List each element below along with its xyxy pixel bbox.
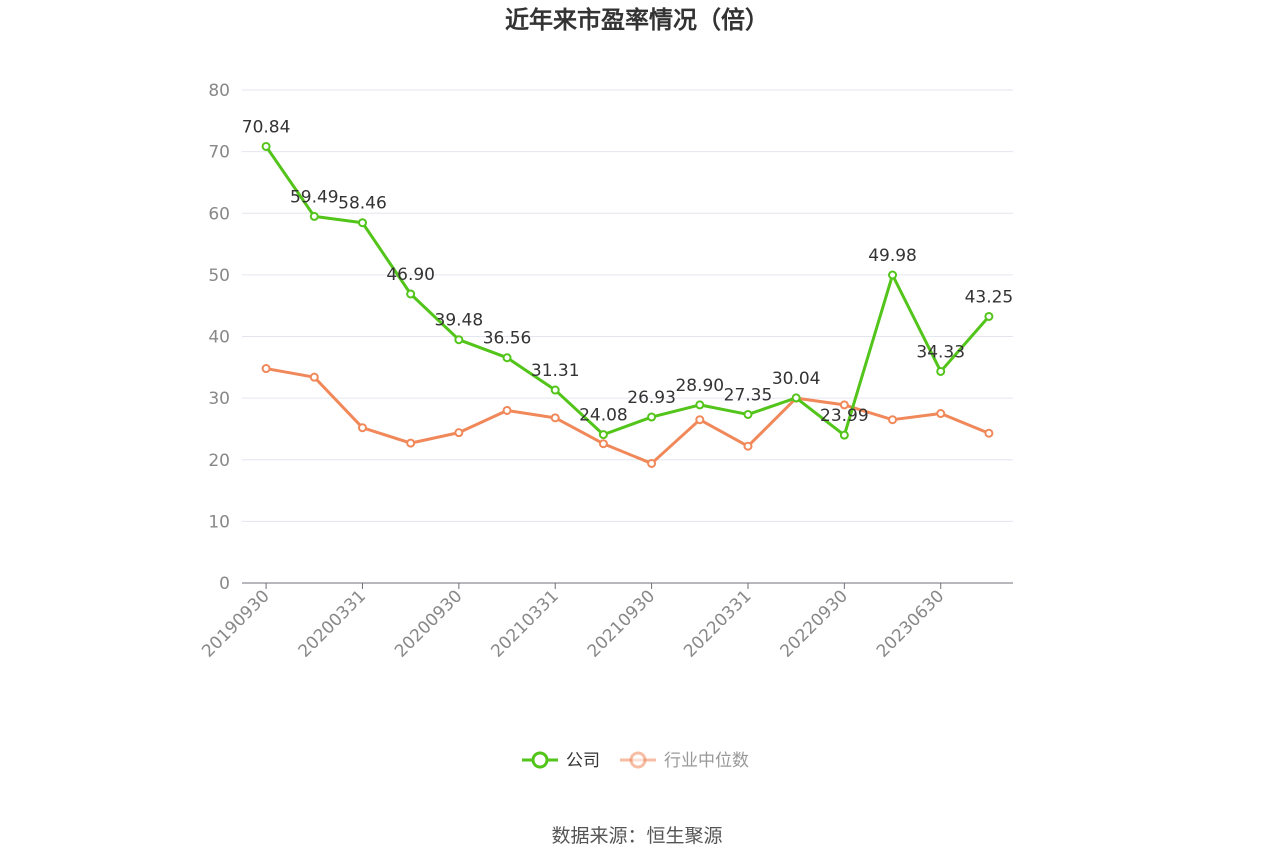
y-tick-label: 70: [208, 143, 230, 163]
legend-label[interactable]: 公司: [566, 751, 600, 771]
data-point[interactable]: [406, 289, 416, 299]
legend-label[interactable]: 行业中位数: [664, 751, 749, 771]
data-point[interactable]: [936, 366, 946, 376]
data-point[interactable]: [743, 441, 753, 451]
chart-title: 近年来市盈率情况（倍）: [505, 6, 769, 34]
y-tick-label: 30: [208, 389, 230, 409]
data-point[interactable]: [309, 211, 319, 221]
y-tick-label: 80: [208, 81, 230, 101]
data-label: 24.08: [579, 406, 628, 426]
x-tick-label: 20210331: [487, 586, 562, 661]
data-point[interactable]: [357, 218, 367, 228]
data-point[interactable]: [406, 438, 416, 448]
data-point[interactable]: [357, 423, 367, 433]
data-point[interactable]: [695, 400, 705, 410]
series-lines: [261, 141, 994, 468]
data-point[interactable]: [261, 141, 271, 151]
data-point[interactable]: [647, 412, 657, 422]
x-tick-label: 20190930: [198, 586, 273, 661]
data-point[interactable]: [888, 270, 898, 280]
data-point[interactable]: [550, 385, 560, 395]
data-label: 70.84: [242, 117, 291, 137]
legend[interactable]: 公司 行业中位数: [522, 751, 749, 771]
data-point[interactable]: [839, 400, 849, 410]
data-label: 26.93: [627, 388, 676, 408]
data-point[interactable]: [598, 439, 608, 449]
data-point[interactable]: [261, 364, 271, 374]
data-label: 43.25: [965, 287, 1014, 307]
series-line: [264, 145, 991, 437]
y-tick-label: 10: [208, 512, 230, 532]
data-point[interactable]: [454, 428, 464, 438]
data-label: 31.31: [531, 361, 580, 381]
data-point[interactable]: [309, 372, 319, 382]
x-tick-label: 20200930: [391, 586, 466, 661]
y-tick-label: 20: [208, 451, 230, 471]
data-label: 49.98: [868, 246, 917, 266]
data-label: 39.48: [435, 311, 484, 331]
data-point[interactable]: [743, 409, 753, 419]
data-label: 27.35: [724, 385, 773, 405]
legend-marker: [629, 751, 647, 769]
data-label: 30.04: [772, 369, 821, 389]
x-tick-label: 20200331: [295, 586, 370, 661]
data-point[interactable]: [502, 405, 512, 415]
data-point[interactable]: [791, 393, 801, 403]
data-point[interactable]: [550, 413, 560, 423]
x-tick-label: 20220331: [680, 586, 755, 661]
data-point[interactable]: [984, 311, 994, 321]
data-label: 36.56: [483, 329, 532, 349]
data-label: 58.46: [338, 194, 387, 214]
x-tick-label: 20210930: [584, 586, 659, 661]
data-label: 59.49: [290, 187, 339, 207]
source-note: 数据来源：恒生聚源: [551, 825, 722, 847]
x-tick-label: 20220930: [777, 586, 852, 661]
y-tick-label: 40: [208, 328, 230, 348]
y-tick-label: 60: [208, 204, 230, 224]
data-label: 28.90: [675, 376, 724, 396]
grid-lines: [242, 89, 1013, 522]
y-tick-label: 0: [219, 574, 230, 594]
data-point[interactable]: [647, 458, 657, 468]
data-point[interactable]: [984, 428, 994, 438]
data-label: 34.33: [916, 342, 965, 362]
x-axis: 20190930 20200331 20200930 20210331 20210930…: [198, 582, 1013, 662]
data-point[interactable]: [695, 415, 705, 425]
series-line: [265, 367, 990, 465]
data-point[interactable]: [839, 430, 849, 440]
data-point[interactable]: [888, 415, 898, 425]
x-tick-label: 20230630: [873, 586, 948, 661]
data-point[interactable]: [598, 430, 608, 440]
data-point[interactable]: [454, 335, 464, 345]
data-point[interactable]: [936, 409, 946, 419]
data-point[interactable]: [502, 353, 512, 363]
y-axis-ticks: 0 10 20 30 40 50 60 70 80: [208, 81, 230, 594]
legend-marker: [531, 751, 549, 769]
y-tick-label: 50: [208, 266, 230, 286]
data-label: 23.99: [820, 406, 869, 426]
data-label: 46.90: [386, 265, 435, 285]
